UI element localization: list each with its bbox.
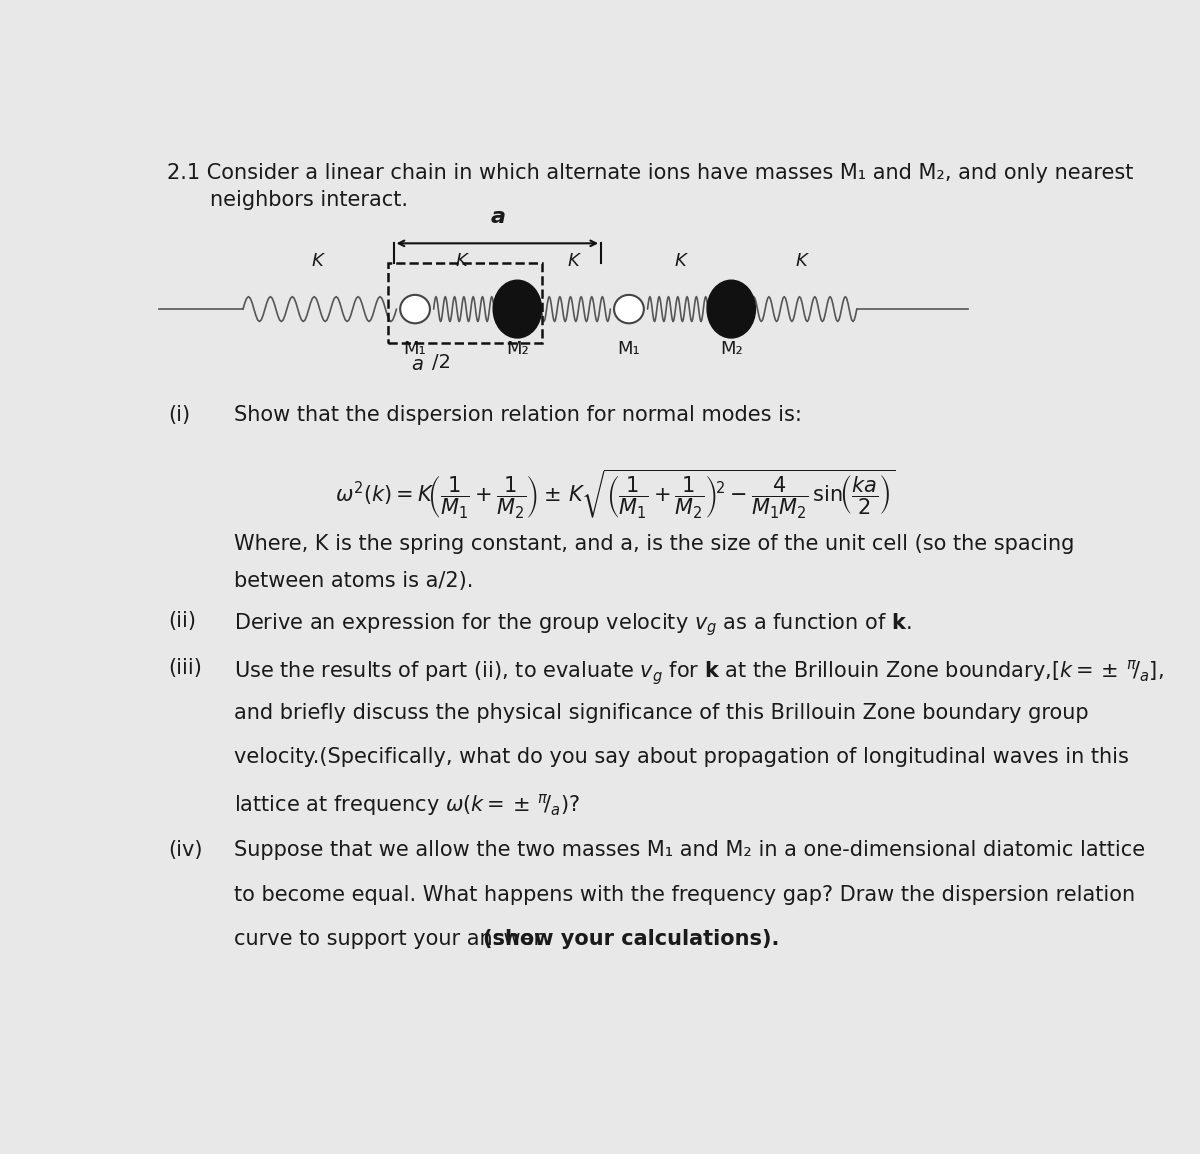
Bar <box>388 263 541 343</box>
Text: (iv): (iv) <box>168 840 203 861</box>
Text: (i): (i) <box>168 405 191 425</box>
Text: Where, K is the spring constant, and a, is the size of the unit cell (so the spa: Where, K is the spring constant, and a, … <box>234 534 1074 554</box>
Ellipse shape <box>493 280 541 338</box>
Circle shape <box>614 295 644 323</box>
Text: $\boldsymbol{a}$: $\boldsymbol{a}$ <box>490 208 505 227</box>
Text: curve to support your answer: curve to support your answer <box>234 929 548 950</box>
Text: K: K <box>674 253 686 270</box>
Text: /2: /2 <box>432 353 451 372</box>
Text: (iii): (iii) <box>168 658 203 679</box>
Text: (show your calculations).: (show your calculations). <box>482 929 779 950</box>
Text: M₁: M₁ <box>618 339 641 358</box>
Text: Derive an expression for the group velocity $v_g$ as a function of $\mathbf{k}$.: Derive an expression for the group veloc… <box>234 612 911 638</box>
Text: 2.1 Consider a linear chain in which alternate ions have masses M₁ and M₂, and o: 2.1 Consider a linear chain in which alt… <box>167 164 1133 183</box>
Text: lattice at frequency $\omega(k = \pm\,^{\pi}\!/_{a})$?: lattice at frequency $\omega(k = \pm\,^{… <box>234 792 580 817</box>
Text: K: K <box>568 253 580 270</box>
Text: and briefly discuss the physical significance of this Brillouin Zone boundary gr: and briefly discuss the physical signifi… <box>234 703 1088 722</box>
Text: M₂: M₂ <box>720 339 743 358</box>
Text: (ii): (ii) <box>168 612 197 631</box>
Text: Show that the dispersion relation for normal modes is:: Show that the dispersion relation for no… <box>234 405 802 425</box>
Text: M₁: M₁ <box>403 339 426 358</box>
Text: $a$: $a$ <box>412 355 424 374</box>
Text: Use the results of part (ii), to evaluate $v_g$ for $\mathbf{k}$ at the Brilloui: Use the results of part (ii), to evaluat… <box>234 658 1164 687</box>
Circle shape <box>400 295 430 323</box>
Text: to become equal. What happens with the frequency gap? Draw the dispersion relati: to become equal. What happens with the f… <box>234 885 1135 905</box>
Text: K: K <box>312 253 323 270</box>
Text: Suppose that we allow the two masses M₁ and M₂ in a one-dimensional diatomic lat: Suppose that we allow the two masses M₁ … <box>234 840 1145 861</box>
Ellipse shape <box>707 280 756 338</box>
Text: K: K <box>796 253 806 270</box>
Text: K: K <box>456 253 468 270</box>
Text: $\omega^2(k) = K\!\left(\dfrac{1}{M_1}+\dfrac{1}{M_2}\right) \pm\, K\sqrt{\left(: $\omega^2(k) = K\!\left(\dfrac{1}{M_1}+\… <box>335 467 895 520</box>
Text: M₂: M₂ <box>506 339 529 358</box>
Text: neighbors interact.: neighbors interact. <box>210 190 408 210</box>
Text: between atoms is a/2).: between atoms is a/2). <box>234 571 473 591</box>
Text: velocity.(Specifically, what do you say about propagation of longitudinal waves : velocity.(Specifically, what do you say … <box>234 747 1128 767</box>
